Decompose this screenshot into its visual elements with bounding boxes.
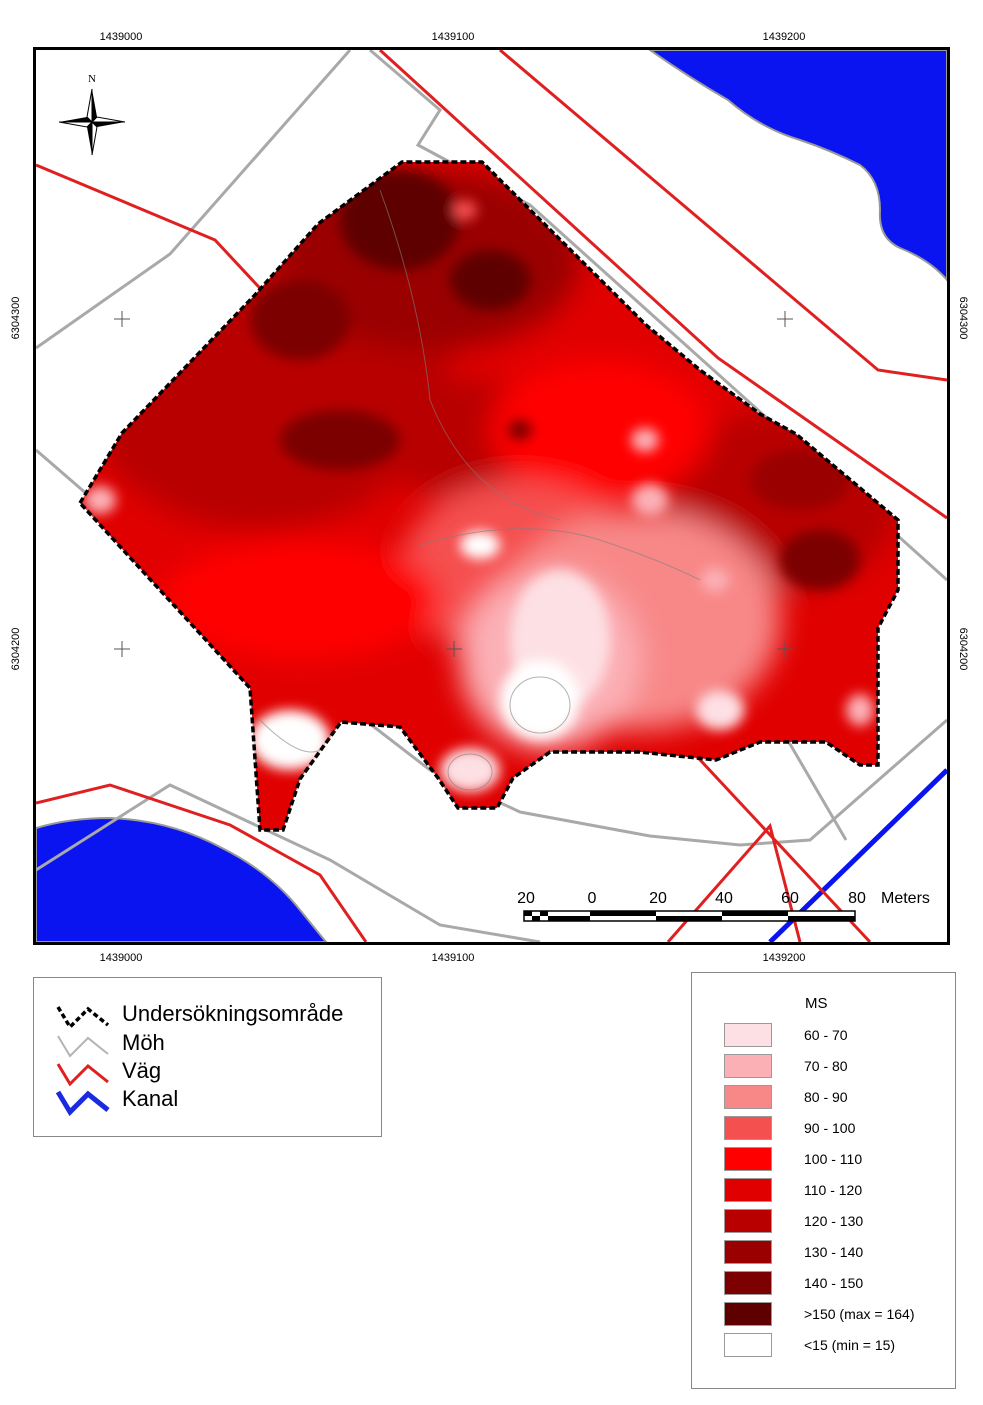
ms-class-140-150: 140 - 150 xyxy=(724,1271,944,1297)
ms-swatch xyxy=(724,1023,772,1047)
scale-label-40: 40 xyxy=(715,890,733,907)
ms-label: 60 - 70 xyxy=(804,1027,848,1043)
ms-label: >150 (max = 164) xyxy=(804,1306,915,1322)
grid-label-left-2: 6304200 xyxy=(10,627,22,671)
ms-label: 110 - 120 xyxy=(804,1182,863,1198)
scale-label-20-left: 20 xyxy=(517,890,535,907)
ms-legend-title: MS xyxy=(805,995,828,1012)
legend-label-kanal: Kanal xyxy=(122,1086,179,1111)
scale-label-20: 20 xyxy=(649,890,667,907)
ms-class-70-80: 70 - 80 xyxy=(724,1054,944,1080)
ms-label: 130 - 140 xyxy=(804,1244,864,1260)
ms-class-90-100: 90 - 100 xyxy=(724,1116,944,1142)
ms-swatch xyxy=(724,1178,772,1202)
dashed-black-line-icon xyxy=(56,1006,110,1030)
blue-line-icon xyxy=(55,1090,110,1116)
grid-label-top-3: 1439200 xyxy=(762,31,806,43)
grid-label-right-1: 6304300 xyxy=(957,296,969,340)
ms-label: 100 - 110 xyxy=(804,1151,863,1167)
ms-class-80-90: 80 - 90 xyxy=(724,1085,944,1111)
ms-raster xyxy=(80,162,898,830)
grid-label-top-1: 1439000 xyxy=(99,31,143,43)
survey-area-outline xyxy=(77,160,900,832)
ms-class-100-110: 100 - 110 xyxy=(724,1147,944,1173)
ms-label: <15 (min = 15) xyxy=(804,1337,896,1353)
grid-label-bottom-2: 1439100 xyxy=(431,952,475,964)
compass-rose-icon xyxy=(58,88,126,156)
grey-line-icon xyxy=(57,1035,109,1058)
ms-label: 70 - 80 xyxy=(804,1058,848,1074)
scale-label-60: 60 xyxy=(781,890,799,907)
ms-label: 90 - 100 xyxy=(804,1120,856,1136)
scale-bar xyxy=(523,910,856,922)
ms-legend: MS 60 - 70 70 - 80 80 - 90 90 - 100 100 … xyxy=(691,972,956,1389)
ms-class-130-140: 130 - 140 xyxy=(724,1240,944,1266)
grid-label-right-2: 6304200 xyxy=(957,627,969,671)
ms-swatch xyxy=(724,1116,772,1140)
legend-label-survey-area: Undersökningsområde xyxy=(122,1001,344,1026)
scale-unit: Meters xyxy=(881,890,930,907)
ms-swatch xyxy=(724,1054,772,1078)
ms-class-under-15: <15 (min = 15) xyxy=(724,1333,944,1359)
ms-swatch xyxy=(724,1147,772,1171)
ms-label: 140 - 150 xyxy=(804,1275,864,1291)
scale-label-80: 80 xyxy=(848,890,866,907)
scale-label-0: 0 xyxy=(587,890,597,907)
grid-label-bottom-3: 1439200 xyxy=(762,952,806,964)
canal-area-southwest xyxy=(36,816,328,942)
line-legend: Undersökningsområde Möh Väg Kanal xyxy=(33,977,382,1137)
ms-class-120-130: 120 - 130 xyxy=(724,1209,944,1235)
map-frame: N 20 0 20 40 60 80 Meters xyxy=(33,47,950,945)
ms-swatch xyxy=(724,1240,772,1264)
ms-swatch xyxy=(724,1085,772,1109)
ms-swatch xyxy=(724,1302,772,1326)
ms-class-over-150: >150 (max = 164) xyxy=(724,1302,944,1328)
legend-label-moh: Möh xyxy=(122,1030,165,1055)
north-label: N xyxy=(88,73,96,85)
canal-area-northeast xyxy=(648,50,947,282)
ms-label: 80 - 90 xyxy=(804,1089,848,1105)
grid-label-left-1: 6304300 xyxy=(10,296,22,340)
ms-class-110-120: 110 - 120 xyxy=(724,1178,944,1204)
legend-label-vag: Väg xyxy=(122,1058,162,1083)
ms-label: 120 - 130 xyxy=(804,1213,864,1229)
map-canvas: N xyxy=(36,50,947,942)
red-line-icon xyxy=(56,1063,109,1087)
ms-swatch xyxy=(724,1333,772,1357)
ms-class-60-70: 60 - 70 xyxy=(724,1023,944,1049)
grid-crosses xyxy=(114,311,793,657)
ms-swatch xyxy=(724,1271,772,1295)
thin-contours xyxy=(259,189,701,791)
ms-swatch xyxy=(724,1209,772,1233)
grid-label-top-2: 1439100 xyxy=(431,31,475,43)
grid-label-bottom-1: 1439000 xyxy=(99,952,143,964)
